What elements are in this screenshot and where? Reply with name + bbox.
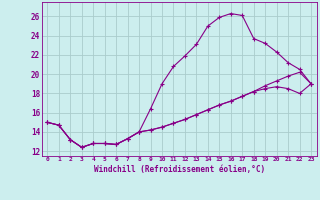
X-axis label: Windchill (Refroidissement éolien,°C): Windchill (Refroidissement éolien,°C) <box>94 165 265 174</box>
